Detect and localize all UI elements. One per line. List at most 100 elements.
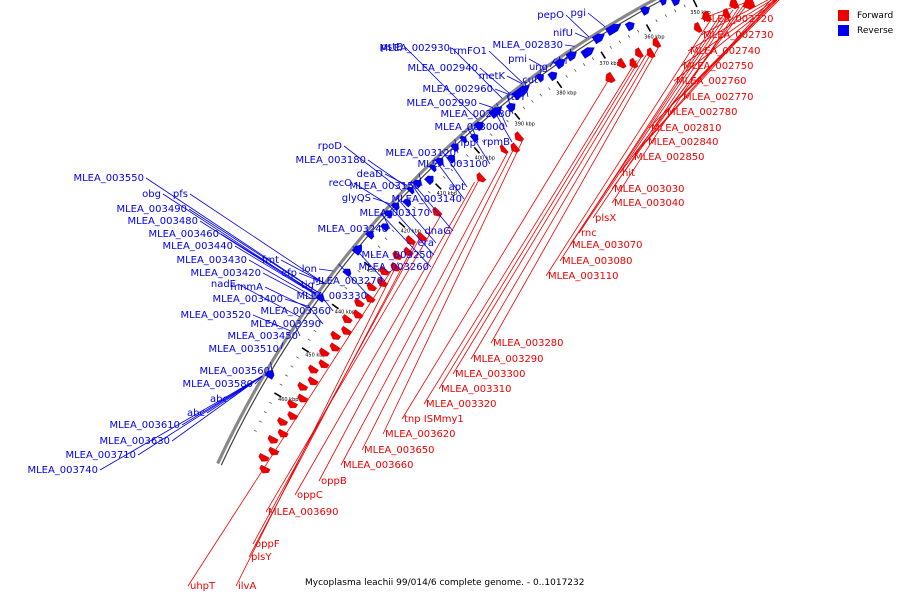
reverse-gene — [624, 21, 635, 32]
forward-gene — [307, 364, 319, 374]
gene-label: MLEA_003460 — [148, 229, 219, 240]
forward-gene — [701, 10, 712, 22]
gene-label: MLEA_003000 — [434, 122, 505, 133]
minor-tick — [609, 45, 612, 49]
leader-line — [189, 193, 325, 284]
forward-gene — [287, 411, 299, 420]
leader-line — [381, 212, 391, 230]
minor-tick — [522, 106, 526, 110]
gene-label: MLEA_003660 — [343, 460, 414, 471]
leader-line — [418, 173, 423, 187]
gene-label: MLEA_003450 — [227, 331, 298, 342]
leader-line — [494, 88, 509, 95]
gene-label: MLEA_003550 — [73, 173, 144, 184]
gene-label: MLEA_002990 — [406, 98, 477, 109]
gene-label: MLEA_002930 — [379, 43, 450, 54]
gene-label: MLEA_003430 — [176, 255, 247, 266]
forward-gene — [392, 250, 403, 261]
major-tick — [301, 347, 310, 353]
gene-label: MLEA_003320 — [426, 399, 497, 410]
leader-line — [280, 259, 325, 284]
gene-label: recO — [329, 178, 353, 189]
leader-line — [451, 47, 503, 99]
gene-label: MLEA_003520 — [180, 310, 251, 321]
legend-item-reverse: Reverse — [838, 23, 893, 38]
leader-line — [528, 58, 545, 68]
gene-label: pgi — [571, 8, 586, 19]
gene-label: MLEA_003170 — [359, 208, 430, 219]
leader-line — [611, 6, 740, 204]
gene-label: rnc — [581, 228, 597, 239]
minor-tick — [344, 286, 348, 290]
leader-line — [410, 180, 454, 232]
leader-line — [372, 197, 390, 205]
leader-line — [645, 0, 775, 143]
leader-line — [265, 214, 442, 513]
gene-label: trmFO1 — [449, 46, 487, 57]
leader-line — [99, 375, 263, 471]
minor-tick — [279, 383, 283, 386]
leader-line — [234, 245, 316, 295]
minor-tick — [548, 87, 551, 91]
gene-label: pepO — [537, 10, 564, 21]
reverse-gene — [424, 175, 434, 186]
major-tick — [692, 0, 698, 8]
leader-line — [549, 60, 555, 68]
gene-label: era — [418, 238, 434, 249]
forward-gene — [476, 172, 487, 183]
gene-label: nifU — [553, 28, 573, 39]
leader-line — [340, 152, 508, 466]
leader-line — [252, 314, 291, 332]
gene-label: deaD — [357, 169, 384, 180]
gene-label: pfs — [173, 189, 188, 200]
leader-line — [587, 12, 606, 28]
major-tick — [645, 24, 652, 32]
leader-line — [565, 14, 590, 38]
leader-line — [433, 158, 465, 200]
leader-line — [395, 196, 437, 244]
forward-gene — [297, 381, 309, 391]
gene-label: obg — [142, 189, 161, 200]
minor-tick — [498, 126, 501, 130]
backbone-arc — [220, 0, 664, 466]
leader-line — [700, 0, 754, 20]
gene-label: MLEA_002770 — [683, 92, 754, 103]
gene-label: metK — [479, 71, 506, 82]
gene-label: MLEA_003510 — [208, 344, 279, 355]
gene-label: MLEA_003480 — [127, 216, 198, 227]
forward-gene — [510, 142, 521, 153]
leader-line — [298, 272, 325, 284]
leader-line — [545, 20, 711, 277]
minor-tick — [489, 133, 493, 136]
reverse-gene — [671, 0, 680, 7]
gene-label: apt — [449, 182, 465, 193]
leader-line — [539, 69, 542, 81]
gene-label: MLEA_002850 — [634, 152, 705, 163]
leader-line — [171, 375, 263, 442]
gene-label: oppB — [321, 476, 347, 487]
major-tick — [556, 80, 563, 89]
genome-caption: Mycoplasma leachii 99/014/6 complete gen… — [305, 578, 585, 588]
gene-label: MLEA_003180 — [295, 155, 366, 166]
gene-label: MLEA_003250 — [361, 250, 432, 261]
minor-tick — [263, 411, 267, 414]
leader-line — [388, 204, 435, 256]
gene-label: MLEA_003120 — [385, 148, 456, 159]
leader-line — [452, 54, 647, 375]
reverse-gene — [402, 198, 412, 208]
minor-tick — [627, 34, 631, 38]
major-tick — [363, 261, 372, 268]
minor-tick — [574, 68, 577, 72]
forward-gene — [277, 428, 289, 438]
gene-label: rpoD — [318, 141, 343, 152]
minor-tick — [618, 40, 621, 44]
major-tick — [331, 303, 339, 310]
forward-gene — [366, 281, 378, 292]
gene-label: oppF — [255, 539, 280, 550]
minor-tick — [268, 401, 272, 405]
leader-line — [199, 220, 316, 295]
gene-label: MLEA_003240 — [317, 224, 388, 235]
gene-label: MLEA_003260 — [358, 262, 429, 273]
leader-line — [479, 67, 510, 94]
gene-label: MLEA_002840 — [648, 137, 719, 148]
